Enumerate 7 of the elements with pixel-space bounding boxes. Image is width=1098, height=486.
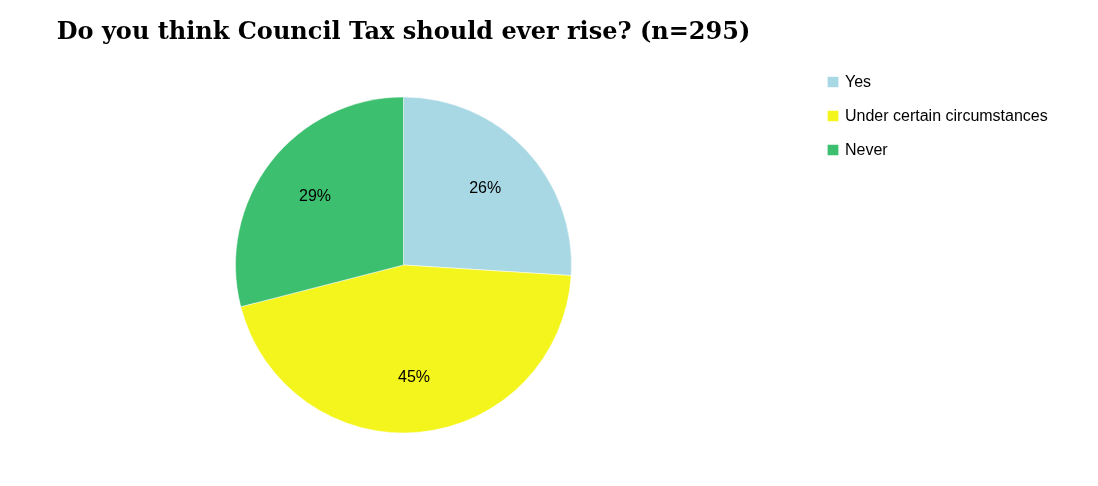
legend-label: Under certain circumstances [845,107,1048,124]
legend-label: Yes [845,73,872,90]
chart-title: Do you think Council Tax should ever rise? (n=295) [56,16,751,45]
data-label: 45% [398,367,431,385]
data-label: 26% [469,179,502,197]
data-label: 29% [298,187,332,205]
legend-label: Never [845,141,889,158]
